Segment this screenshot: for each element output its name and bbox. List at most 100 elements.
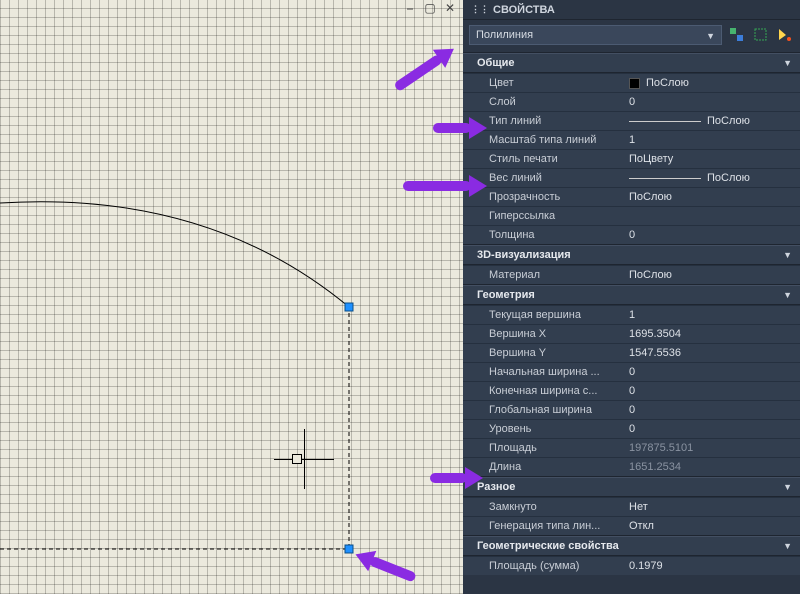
prop-globalW[interactable]: Глобальная ширина0 xyxy=(463,400,800,419)
prop-transparency[interactable]: ПрозрачностьПоСлою xyxy=(463,187,800,206)
prop-label: Слой xyxy=(489,96,629,108)
prop-label: Глобальная ширина xyxy=(489,404,629,416)
grip-icon: ⋮⋮ xyxy=(471,4,489,15)
prop-lineweight[interactable]: Вес линийПоСлою xyxy=(463,168,800,187)
section-title: 3D-визуализация xyxy=(477,249,571,261)
prop-value: ПоСлою xyxy=(629,115,800,127)
chevron-down-icon: ▼ xyxy=(783,482,792,492)
prop-areaSum[interactable]: Площадь (сумма)0.1979 xyxy=(463,556,800,575)
prop-value: 0 xyxy=(629,366,800,378)
prop-vy[interactable]: Вершина Y1547.5536 xyxy=(463,343,800,362)
section-general: Общие▼ЦветПоСлоюСлой0Тип линийПоСлоюМасш… xyxy=(463,52,800,244)
grip-handle[interactable] xyxy=(345,303,354,312)
toggle-pickadd-icon[interactable] xyxy=(776,26,794,44)
prop-value: 1651.2534 xyxy=(629,461,800,473)
grip-handle[interactable] xyxy=(345,545,354,554)
prop-thickness[interactable]: Толщина0 xyxy=(463,225,800,244)
section-header-geomProps[interactable]: Геометрические свойства ▼ xyxy=(463,536,800,556)
properties-panel: ⋮⋮ СВОЙСТВА Полилиния ▼ Общие▼ЦветПоСлою… xyxy=(463,0,800,594)
section-title: Геометрия xyxy=(477,289,535,301)
prop-startW[interactable]: Начальная ширина ...0 xyxy=(463,362,800,381)
prop-label: Площадь xyxy=(489,442,629,454)
section-geometry: Геометрия▼Текущая вершина1Вершина X1695.… xyxy=(463,284,800,476)
object-type-select[interactable]: Полилиния ▼ xyxy=(469,25,722,45)
prop-layer[interactable]: Слой0 xyxy=(463,92,800,111)
prop-label: Вершина X xyxy=(489,328,629,340)
chevron-down-icon: ▼ xyxy=(783,290,792,300)
prop-value: ПоЦвету xyxy=(629,153,800,165)
prop-closed[interactable]: ЗамкнутоНет xyxy=(463,497,800,516)
section-header-viz3d[interactable]: 3D-визуализация ▼ xyxy=(463,245,800,265)
prop-value: 0 xyxy=(629,385,800,397)
prop-label: Уровень xyxy=(489,423,629,435)
prop-label: Замкнуто xyxy=(489,501,629,513)
prop-value: ПоСлою xyxy=(629,77,800,89)
section-header-general[interactable]: Общие ▼ xyxy=(463,53,800,73)
prop-plotstyle[interactable]: Стиль печатиПоЦвету xyxy=(463,149,800,168)
object-type-value: Полилиния xyxy=(476,29,533,41)
quick-select-icon[interactable] xyxy=(728,26,746,44)
panel-title-text: СВОЙСТВА xyxy=(493,4,555,16)
prop-value: ПоСлою xyxy=(629,172,800,184)
prop-label: Текущая вершина xyxy=(489,309,629,321)
prop-label: Длина xyxy=(489,461,629,473)
prop-label: Площадь (сумма) xyxy=(489,560,629,572)
prop-curVertex[interactable]: Текущая вершина1 xyxy=(463,305,800,324)
object-type-row: Полилиния ▼ xyxy=(463,20,800,52)
section-misc: Разное▼ЗамкнутоНетГенерация типа лин...О… xyxy=(463,476,800,535)
prop-value: 0 xyxy=(629,423,800,435)
prop-value: 0 xyxy=(629,404,800,416)
prop-value: 0 xyxy=(629,96,800,108)
prop-label: Вершина Y xyxy=(489,347,629,359)
prop-label: Материал xyxy=(489,269,629,281)
prop-value: Нет xyxy=(629,501,800,513)
prop-value: ПоСлою xyxy=(629,191,800,203)
color-swatch-icon xyxy=(629,78,640,89)
prop-value: 0.1979 xyxy=(629,560,800,572)
prop-length[interactable]: Длина1651.2534 xyxy=(463,457,800,476)
canvas-area[interactable]: ⎯ ▢ ✕ xyxy=(0,0,463,594)
chevron-down-icon: ▼ xyxy=(783,58,792,68)
properties-sections: Общие▼ЦветПоСлоюСлой0Тип линийПоСлоюМасш… xyxy=(463,52,800,575)
panel-title-bar[interactable]: ⋮⋮ СВОЙСТВА xyxy=(463,0,800,20)
prop-area[interactable]: Площадь197875.5101 xyxy=(463,438,800,457)
select-objects-icon[interactable] xyxy=(752,26,770,44)
section-title: Геометрические свойства xyxy=(477,540,619,552)
prop-label: Генерация типа лин... xyxy=(489,520,629,532)
prop-label: Прозрачность xyxy=(489,191,629,203)
prop-elev[interactable]: Уровень0 xyxy=(463,419,800,438)
section-header-misc[interactable]: Разное▼ xyxy=(463,477,800,497)
prop-hyperlink[interactable]: Гиперссылка xyxy=(463,206,800,225)
prop-label: Вес линий xyxy=(489,172,629,184)
prop-ltgen[interactable]: Генерация типа лин...Откл xyxy=(463,516,800,535)
chevron-down-icon: ▼ xyxy=(706,31,715,41)
drawing-layer xyxy=(0,0,463,594)
prop-label: Масштаб типа линий xyxy=(489,134,629,146)
chevron-down-icon: ▼ xyxy=(783,250,792,260)
prop-label: Начальная ширина ... xyxy=(489,366,629,378)
section-viz3d: 3D-визуализация ▼ МатериалПоСлою xyxy=(463,244,800,284)
prop-value: 1547.5536 xyxy=(629,347,800,359)
prop-label: Конечная ширина с... xyxy=(489,385,629,397)
prop-ltscale[interactable]: Масштаб типа линий1 xyxy=(463,130,800,149)
prop-color[interactable]: ЦветПоСлою xyxy=(463,73,800,92)
prop-material[interactable]: МатериалПоСлою xyxy=(463,265,800,284)
section-geomProps: Геометрические свойства ▼ Площадь (сумма)0… xyxy=(463,535,800,575)
prop-value: 1 xyxy=(629,134,800,146)
chevron-down-icon: ▼ xyxy=(783,541,792,551)
prop-value: 1 xyxy=(629,309,800,321)
prop-endW[interactable]: Конечная ширина с...0 xyxy=(463,381,800,400)
section-title: Общие xyxy=(477,57,515,69)
section-header-geometry[interactable]: Геометрия ▼ xyxy=(463,285,800,305)
prop-label: Толщина xyxy=(489,229,629,241)
prop-label: Цвет xyxy=(489,77,629,89)
prop-value: Откл xyxy=(629,520,800,532)
prop-label: Тип линий xyxy=(489,115,629,127)
prop-value: ПоСлою xyxy=(629,269,800,281)
prop-value: 0 xyxy=(629,229,800,241)
prop-value: 197875.5101 xyxy=(629,442,800,454)
prop-vx[interactable]: Вершина X1695.3504 xyxy=(463,324,800,343)
linetype-preview-icon xyxy=(629,178,701,179)
prop-label: Стиль печати xyxy=(489,153,629,165)
prop-linetype[interactable]: Тип линийПоСлою xyxy=(463,111,800,130)
